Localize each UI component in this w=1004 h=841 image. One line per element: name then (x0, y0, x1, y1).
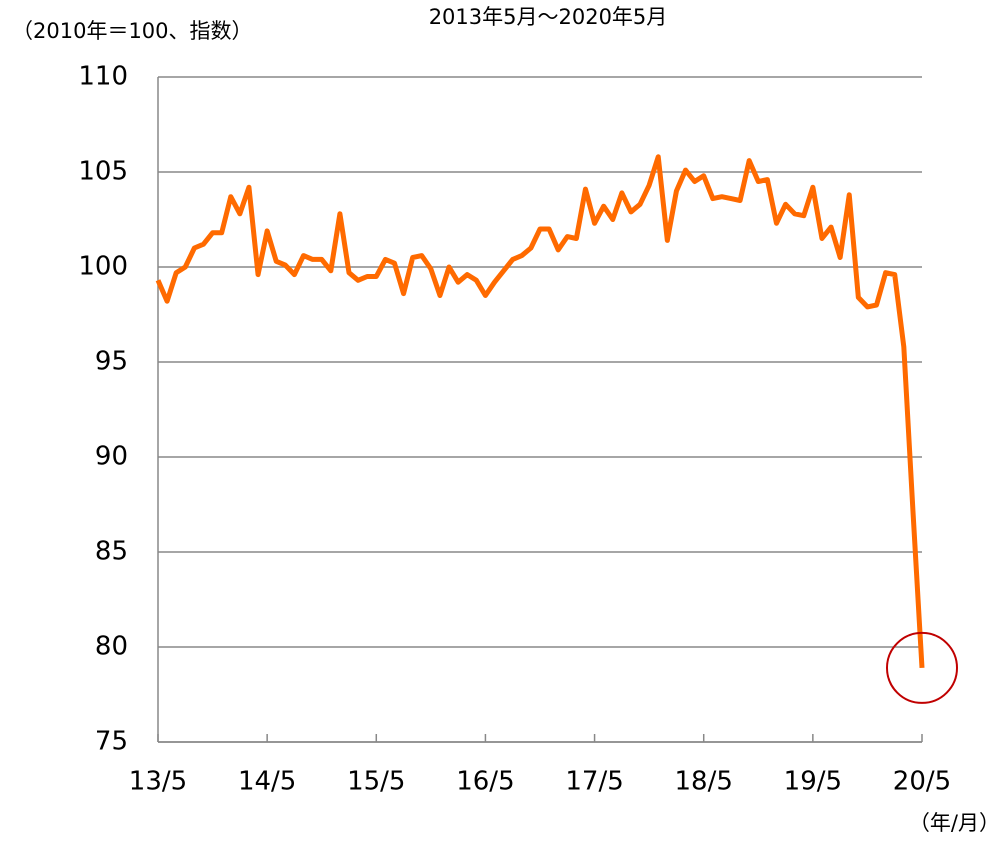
x-axis-label: （年/月） (909, 811, 1000, 835)
x-tick-label: 20/5 (893, 767, 951, 797)
x-tick-label: 13/5 (129, 767, 187, 797)
line (155, 154, 925, 669)
highlight-circle (886, 631, 958, 704)
x-tick-label: 15/5 (347, 767, 405, 797)
y-tick-label: 90 (95, 442, 128, 472)
y-tick-label: 110 (78, 62, 128, 92)
y-tick-label: 85 (95, 537, 128, 567)
x-tick-label: 14/5 (238, 767, 296, 797)
y-tick-label: 95 (95, 347, 128, 377)
x-tick-label: 18/5 (675, 767, 733, 797)
y-tick-label: 80 (95, 632, 128, 662)
y-axis-label: （2010年＝100、指数） (12, 19, 253, 43)
y-tick-label: 100 (78, 252, 128, 282)
y-tick-label: 75 (95, 727, 128, 757)
y-tick-label: 105 (78, 157, 128, 187)
x-tick-label: 16/5 (456, 767, 514, 797)
x-tick-label: 17/5 (565, 767, 623, 797)
x-tick-label: 19/5 (784, 767, 842, 797)
chart-subtitle: 2013年5月～2020年5月 (429, 5, 668, 29)
